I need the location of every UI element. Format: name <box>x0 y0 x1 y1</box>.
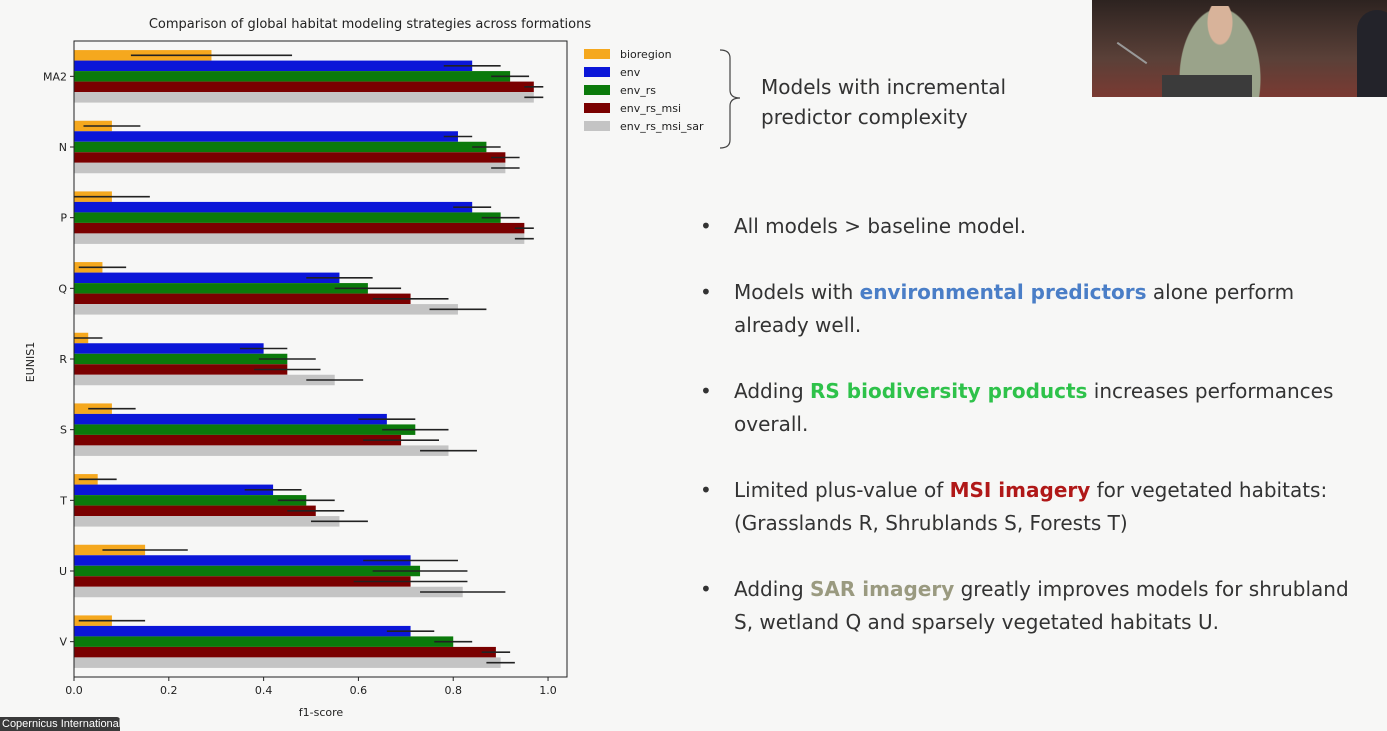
bar-u-env-rs <box>74 565 421 577</box>
bar-n-env-rs-msi <box>74 152 506 163</box>
bullet-text: greatly improves models for shrubland S,… <box>734 577 1349 634</box>
bullet-text: Adding <box>734 379 811 403</box>
video-caption: Copernicus International <box>0 717 120 731</box>
y-tick-label-ma2: MA2 <box>43 70 67 83</box>
y-tick-label-t: T <box>59 494 67 507</box>
bar-p-env <box>74 201 473 213</box>
bullet-dot-icon: • <box>700 214 712 238</box>
bar-n-env-rs-msi-sar <box>74 162 506 174</box>
y-tick-label-r: R <box>59 353 67 366</box>
legend-label-bioregion: bioregion <box>620 48 672 61</box>
bullet-dot-icon: • <box>700 577 712 601</box>
y-tick-label-v: V <box>59 636 67 649</box>
chart-title: Comparison of global habitat modeling st… <box>149 17 592 32</box>
bar-t-env <box>74 484 274 496</box>
legend-swatch-env-rs-msi <box>584 103 610 113</box>
bullet-text: for vegetated habitats: (Grasslands R, S… <box>734 478 1328 535</box>
highlighted-term: SAR imagery <box>810 577 955 601</box>
y-axis-label: EUNIS1 <box>24 342 37 382</box>
bar-s-env <box>74 413 387 425</box>
bar-t-env-rs-msi-sar <box>74 516 340 527</box>
legend-swatch-env-rs-msi-sar <box>584 121 610 131</box>
bar-r-env-rs-msi <box>74 364 288 375</box>
bullet-text: Limited plus-value of <box>734 478 950 502</box>
bar-t-env-rs-msi <box>74 505 316 517</box>
plot-frame <box>73 40 568 678</box>
legend: bioregion env env_rs env_rs_msi env_rs_msi_s… <box>584 48 704 133</box>
bullet-item: • Adding SAR imagery greatly improves mod… <box>700 573 1360 639</box>
legend-label-env-rs: env_rs <box>620 84 656 97</box>
bar-p-env-rs <box>74 212 501 223</box>
bar-q-env-rs <box>74 283 368 294</box>
bar-q-env-rs-msi <box>74 293 411 305</box>
findings-list: • All models > baseline model. • Models wit… <box>700 210 1360 672</box>
bullet-dot-icon: • <box>700 280 712 304</box>
x-tick-label: 0.2 <box>160 684 178 697</box>
y-tick-label-q: Q <box>58 282 67 295</box>
bar-p-env-rs-msi <box>74 222 525 234</box>
highlighted-term: RS biodiversity products <box>810 379 1088 403</box>
bar-ma2-env-rs <box>74 71 511 82</box>
bullet-text: Adding <box>734 577 811 601</box>
bar-chart: Comparison of global habitat modeling st… <box>24 17 741 719</box>
bar-t-env-rs <box>74 495 307 506</box>
bar-v-env <box>74 625 411 637</box>
bullet-item: • Models with environmental predictors al… <box>700 276 1360 342</box>
x-axis-label: f1-score <box>299 706 344 719</box>
x-tick-label: 0.4 <box>255 684 273 697</box>
bullet-item: • Adding RS biodiversity products increas… <box>700 375 1360 441</box>
speaker-video-feed <box>1092 0 1387 97</box>
x-tick-label: 1.0 <box>539 684 557 697</box>
legend-swatch-env <box>584 67 610 77</box>
y-tick-label-p: P <box>60 212 67 225</box>
bar-n-env <box>74 131 458 142</box>
bar-q-env <box>74 272 340 284</box>
bar-r-env-rs <box>74 353 288 365</box>
y-tick-label-u: U <box>59 565 67 578</box>
bullet-text: alone perform already well. <box>734 280 1295 337</box>
x-tick-label: 0.0 <box>65 684 83 697</box>
y-tick-label-n: N <box>59 141 67 154</box>
bar-r-env <box>74 343 264 354</box>
legend-swatch-bioregion <box>584 49 610 59</box>
bar-ma2-env-rs-msi-sar <box>74 92 534 103</box>
bar-q-env-rs-msi-sar <box>74 304 458 315</box>
bar-s-env-rs <box>74 424 416 435</box>
y-tick-label-s: S <box>60 424 67 437</box>
bar-ma2-env-rs-msi <box>74 81 534 93</box>
bar-u-env-rs-msi-sar <box>74 586 463 598</box>
bullet-dot-icon: • <box>700 379 712 403</box>
x-tick-label: 0.6 <box>350 684 368 697</box>
microphone-stand <box>1116 41 1148 65</box>
bar-s-env-rs-msi-sar <box>74 445 449 456</box>
bar-s-env-rs-msi <box>74 434 402 446</box>
legend-label-env-rs-msi: env_rs_msi <box>620 102 681 115</box>
x-tick-label: 0.8 <box>444 684 462 697</box>
legend-brace <box>719 49 741 149</box>
bullet-dot-icon: • <box>700 478 712 502</box>
highlighted-term: MSI imagery <box>949 478 1091 502</box>
legend-label-env: env <box>620 66 641 79</box>
laptop <box>1162 75 1252 97</box>
bar-v-env-rs-msi-sar <box>74 657 501 668</box>
bar-p-env-rs-msi-sar <box>74 233 525 244</box>
bar-r-env-rs-msi-sar <box>74 374 335 386</box>
bullet-item: • All models > baseline model. <box>700 210 1360 243</box>
bar-u-env-rs-msi <box>74 576 411 587</box>
highlighted-term: environmental predictors <box>859 280 1147 304</box>
bar-u-env <box>74 555 411 566</box>
bar-v-env-rs-msi <box>74 646 496 658</box>
second-person-figure <box>1357 10 1387 97</box>
bar-v-env-rs <box>74 636 454 647</box>
legend-label-env-rs-msi-sar: env_rs_msi_sar <box>620 120 704 133</box>
legend-swatch-env-rs <box>584 85 610 95</box>
bullet-text: Models with <box>734 280 860 304</box>
legend-annotation: Models with incremental predictor comple… <box>761 75 1007 129</box>
bullet-text: increases performances overall. <box>734 379 1334 436</box>
bullet-item: • Limited plus-value of MSI imagery for v… <box>700 474 1360 540</box>
bullet-text: All models > baseline model. <box>734 214 1027 238</box>
bar-ma2-env <box>74 60 473 72</box>
bar-n-env-rs <box>74 141 487 153</box>
